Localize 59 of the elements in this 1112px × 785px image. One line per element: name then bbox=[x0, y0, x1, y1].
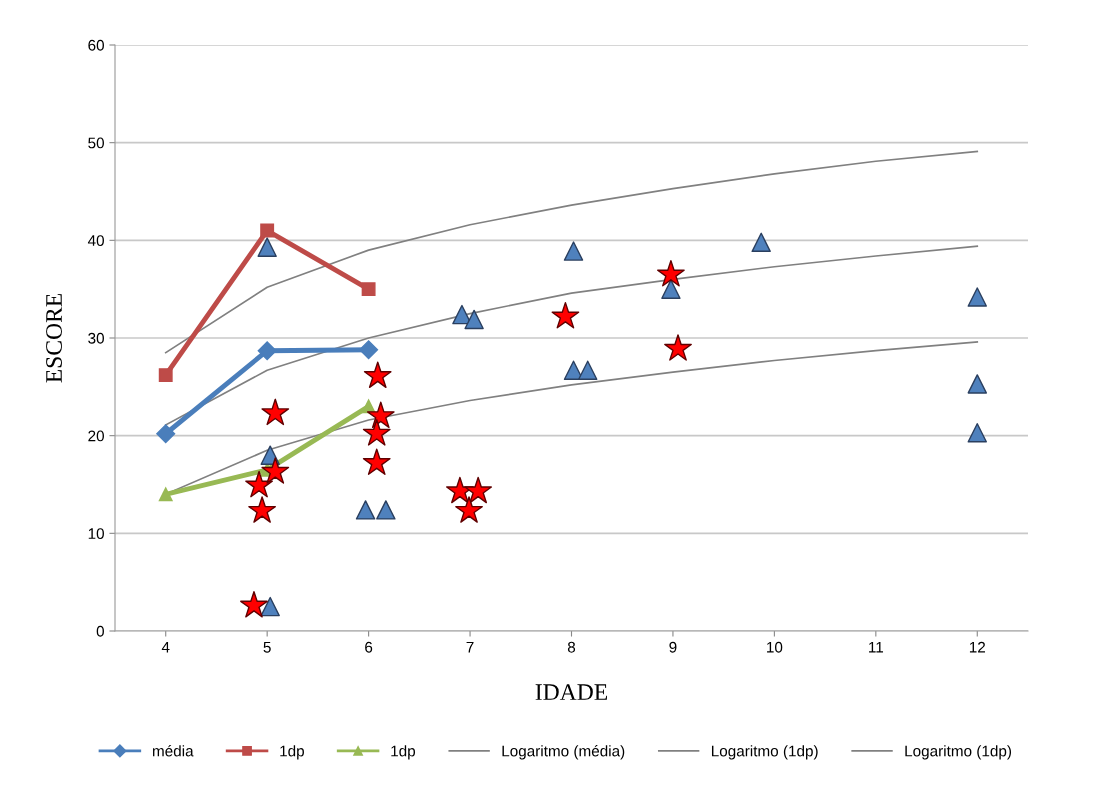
point bbox=[362, 419, 391, 446]
line-series bbox=[164, 150, 979, 354]
point bbox=[455, 496, 483, 523]
x-tick-label: 7 bbox=[466, 641, 474, 653]
point bbox=[751, 232, 771, 253]
point bbox=[158, 368, 173, 383]
point bbox=[361, 282, 376, 297]
legend-label: média bbox=[152, 745, 194, 757]
x-tick-label: 12 bbox=[969, 641, 986, 653]
point bbox=[257, 237, 277, 257]
point bbox=[376, 500, 396, 520]
y-tick-label: 10 bbox=[88, 528, 104, 540]
y-tick-label: 0 bbox=[96, 625, 104, 637]
y-tick-label: 20 bbox=[88, 430, 104, 442]
point bbox=[563, 241, 584, 261]
point bbox=[664, 334, 692, 361]
point bbox=[464, 309, 484, 330]
point bbox=[260, 596, 280, 617]
point bbox=[661, 279, 681, 299]
y-tick-label: 50 bbox=[88, 137, 104, 149]
legend-label: Logaritmo (1dp) bbox=[905, 745, 1012, 760]
point bbox=[366, 401, 395, 429]
x-tick-label: 10 bbox=[767, 641, 783, 653]
point bbox=[967, 374, 988, 394]
x-tick-label: 9 bbox=[669, 641, 677, 653]
point bbox=[248, 496, 276, 523]
x-tick-label: 11 bbox=[869, 641, 884, 653]
y-tick-label: 30 bbox=[88, 332, 104, 344]
legend-label: Logaritmo (1dp) bbox=[711, 745, 818, 760]
point bbox=[260, 223, 275, 238]
point bbox=[452, 304, 472, 325]
point bbox=[156, 424, 176, 444]
point bbox=[355, 500, 376, 520]
point bbox=[245, 470, 273, 498]
legend-label: 1dp bbox=[391, 745, 416, 760]
point bbox=[363, 361, 392, 389]
point bbox=[657, 259, 685, 287]
point bbox=[261, 398, 290, 426]
x-axis-title: IDADE bbox=[535, 684, 608, 700]
point bbox=[551, 301, 580, 329]
point bbox=[362, 448, 391, 475]
x-tick-label: 4 bbox=[161, 641, 170, 653]
point bbox=[578, 360, 598, 380]
y-axis-title: ESCORE bbox=[46, 293, 62, 383]
point bbox=[464, 476, 493, 504]
point bbox=[261, 457, 290, 484]
point bbox=[967, 423, 988, 443]
point bbox=[257, 341, 277, 361]
y-tick-label: 40 bbox=[87, 235, 104, 247]
legend-label: 1dp bbox=[280, 745, 304, 760]
point bbox=[158, 487, 173, 502]
point bbox=[240, 591, 268, 618]
legend-label: Logaritmo (média) bbox=[502, 745, 625, 760]
x-tick-label: 8 bbox=[567, 641, 576, 653]
y-tick-label: 60 bbox=[88, 39, 104, 51]
x-tick-label: 5 bbox=[263, 641, 271, 653]
x-tick-label: 6 bbox=[365, 641, 373, 653]
point bbox=[967, 287, 988, 307]
point bbox=[359, 340, 379, 360]
